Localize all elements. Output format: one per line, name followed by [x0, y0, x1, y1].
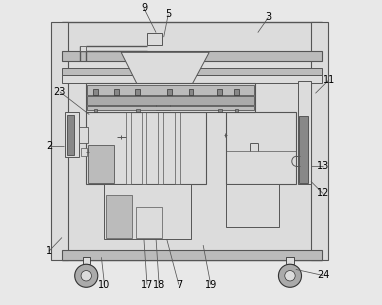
Bar	[158, 112, 163, 185]
Bar	[156, 98, 170, 110]
Text: 3: 3	[265, 13, 272, 22]
Bar	[126, 112, 131, 185]
Bar	[147, 33, 162, 45]
Bar	[311, 22, 328, 260]
Bar	[87, 85, 254, 95]
Bar	[298, 81, 311, 185]
Text: 12: 12	[317, 188, 329, 199]
Bar	[141, 112, 146, 185]
Bar	[62, 68, 322, 75]
Text: 9: 9	[141, 3, 147, 13]
Bar	[62, 51, 322, 61]
Bar	[217, 89, 222, 95]
Bar	[62, 22, 322, 260]
Bar	[65, 112, 79, 157]
Text: 7: 7	[176, 280, 182, 289]
Bar	[218, 109, 222, 112]
Circle shape	[75, 264, 98, 287]
Bar	[167, 89, 172, 95]
Text: 23: 23	[53, 87, 66, 97]
Text: 5: 5	[165, 9, 172, 19]
Text: 1: 1	[46, 246, 52, 256]
Bar	[189, 89, 193, 95]
Bar	[226, 185, 279, 227]
Bar	[83, 257, 90, 264]
Bar	[286, 257, 294, 264]
Bar	[136, 109, 140, 112]
Circle shape	[285, 271, 295, 281]
Bar	[226, 112, 296, 185]
Bar	[86, 112, 206, 185]
Text: 18: 18	[153, 280, 165, 289]
Bar	[62, 75, 322, 83]
Bar	[104, 185, 191, 239]
Bar	[299, 116, 308, 183]
Bar	[51, 22, 68, 260]
Text: 11: 11	[323, 75, 335, 84]
Bar	[87, 96, 254, 106]
Bar	[175, 112, 180, 185]
Bar	[79, 127, 88, 143]
Bar	[86, 83, 255, 112]
Bar	[234, 89, 239, 95]
Text: 10: 10	[98, 280, 111, 289]
Bar	[81, 148, 87, 156]
Bar	[67, 115, 73, 155]
Bar	[136, 207, 162, 238]
Text: 17: 17	[141, 280, 153, 289]
Bar	[88, 145, 113, 183]
Bar	[87, 106, 254, 110]
Text: 2: 2	[46, 142, 52, 151]
Bar	[93, 89, 98, 95]
Text: 19: 19	[205, 280, 217, 289]
Circle shape	[81, 271, 91, 281]
Polygon shape	[121, 52, 209, 98]
Bar	[114, 89, 119, 95]
Bar	[106, 195, 132, 238]
Bar	[94, 109, 97, 112]
Bar	[80, 46, 86, 52]
Text: 24: 24	[317, 271, 329, 281]
Bar	[136, 89, 140, 95]
Text: 13: 13	[317, 161, 329, 171]
Circle shape	[278, 264, 301, 287]
Bar	[62, 250, 322, 260]
Bar	[235, 109, 238, 112]
